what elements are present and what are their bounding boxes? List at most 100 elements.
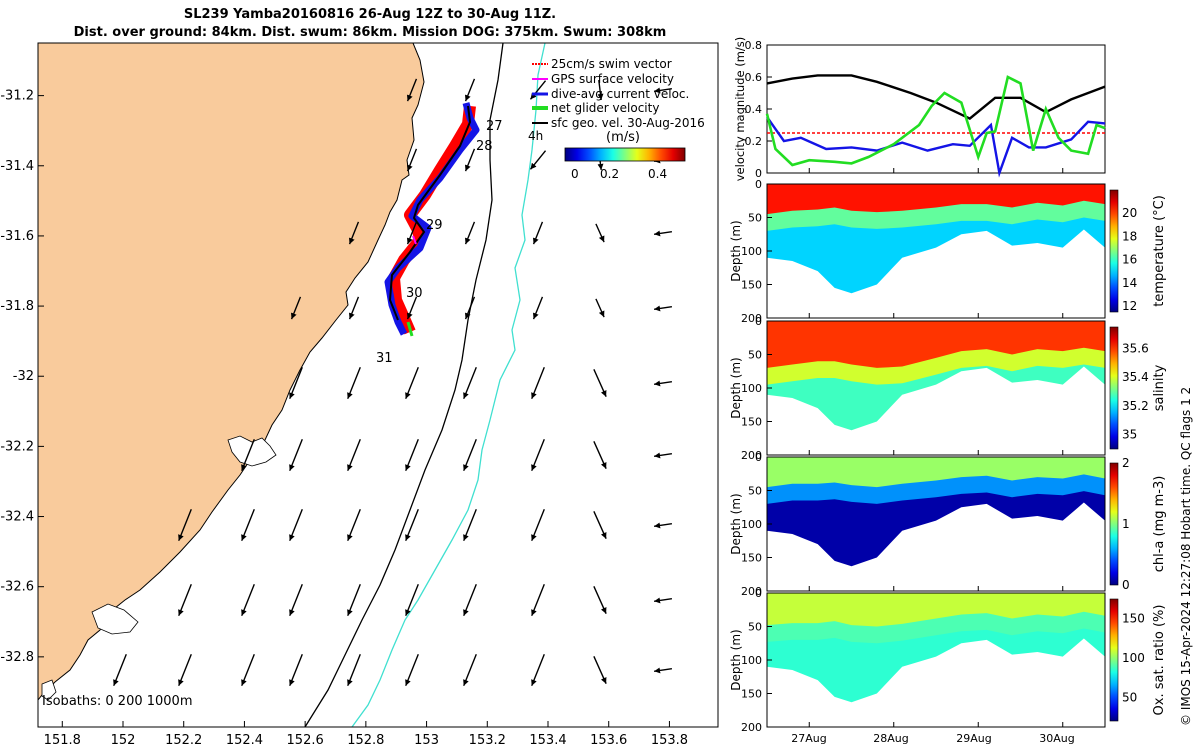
geo-velocity-arrow (593, 656, 607, 684)
geo-velocity-arrow (405, 583, 419, 617)
colorbar-unit-label: (m/s) (606, 130, 640, 145)
map-y-tick: -31.2 (0, 89, 34, 104)
depth-ylabel: Depth (m) (729, 357, 743, 418)
geo-velocity-arrow (463, 508, 477, 542)
geo-velocity-arrow (406, 221, 418, 245)
velocity-panel: 0 0.2 0.4 0.6 0.8 velocity magnitude (m/s) (733, 37, 1106, 181)
depth-tick: 0 (755, 315, 762, 328)
geo-velocity-arrow (289, 583, 303, 617)
geo-velocity-arrow (653, 230, 673, 237)
x-tick-28aug: 28Aug (873, 732, 908, 745)
arrow-duration-note: 4h (528, 129, 543, 143)
chart-subtitle: Dist. over ground: 84km. Dist. swum: 86k… (73, 25, 667, 40)
geo-velocity-arrow (531, 508, 545, 542)
geo-velocity-arrow (348, 221, 360, 245)
geo-velocity-arrow (406, 296, 418, 320)
colorbar-tick-0-2: 0.2 (600, 167, 619, 181)
depth-tick: 150 (741, 688, 762, 701)
depth-tick: 50 (748, 349, 762, 362)
section-oxygen-saturation: 0 50 100 150 200 Depth (m) 50 100 150 Ox. sat. ra… (729, 587, 1167, 734)
map-x-tick: 152.4 (226, 733, 263, 748)
geo-velocity-arrow (241, 583, 255, 617)
geo-velocity-arrow (405, 653, 419, 687)
colorbar-tick: 35.6 (1122, 342, 1149, 356)
colorbar-tick: 1 (1122, 517, 1130, 531)
geo-velocity-arrow (347, 583, 361, 617)
depth-tick: 200 (741, 585, 762, 598)
geo-velocity-arrow (113, 653, 127, 687)
x-tick-30aug: 30Aug (1039, 732, 1074, 745)
legend-net-glider: net glider velocity (551, 101, 659, 115)
velocity-y-tick: 0.6 (745, 71, 763, 84)
depth-tick: 100 (741, 382, 762, 395)
colorbar-tick: 35.2 (1122, 399, 1149, 413)
isobath-1000m (351, 42, 546, 728)
colorbar-tick: 50 (1122, 690, 1137, 704)
day-label-27: 27 (486, 119, 503, 134)
geo-velocity-arrow (178, 583, 192, 617)
geo-velocity-arrow (178, 653, 192, 687)
geo-velocity-arrow (593, 441, 607, 469)
geo-velocity-arrow (464, 296, 476, 320)
geo-velocity-arrow (463, 438, 477, 472)
map-y-tick: -32.4 (0, 510, 34, 525)
map-y-tick: -32.2 (0, 439, 34, 454)
map-panel: 27 28 29 30 31 25cm/s swim vector GPS su… (0, 42, 719, 748)
isobath-note: Isobaths: 0 200 1000m (42, 694, 193, 709)
velocity-y-tick: 0 (755, 167, 762, 180)
depth-tick: 200 (741, 721, 762, 734)
geo-velocity-arrow (405, 508, 419, 542)
depth-ylabel: Depth (m) (729, 629, 743, 690)
geo-velocity-arrow (178, 508, 192, 542)
map-x-tick: 153.6 (590, 733, 627, 748)
geo-velocity-arrow (531, 438, 545, 472)
map-x-tick: 152.6 (287, 733, 324, 748)
geo-velocity-arrow (593, 586, 607, 614)
geo-velocity-arrow (347, 653, 361, 687)
colorbar-tick: 100 (1122, 651, 1145, 665)
depth-tick: 200 (741, 312, 762, 325)
geo-velocity-arrow (463, 653, 477, 687)
section-surface-layer (767, 593, 1105, 627)
section-colorbar (1109, 462, 1119, 586)
geo-velocity-arrow (593, 511, 607, 539)
colorbar-label: chl-a (mg m-3) (1152, 476, 1167, 573)
map-x-tick: 153.4 (529, 733, 566, 748)
colorbar-tick: 18 (1122, 229, 1137, 243)
geo-velocity-arrow (531, 583, 545, 617)
map-x-tick: 152 (111, 733, 136, 748)
day-label-31: 31 (376, 351, 393, 366)
isobath-200m (304, 42, 504, 728)
geo-velocity-arrow (531, 366, 545, 400)
map-x-tick: 152.2 (165, 733, 202, 748)
geo-velocity-arrow (289, 366, 303, 400)
geo-velocity-arrow (289, 438, 303, 472)
geo-velocity-arrow (653, 87, 673, 94)
geo-velocity-arrow (529, 150, 547, 170)
geo-velocity-arrow (653, 667, 673, 674)
depth-tick: 0 (755, 178, 762, 191)
colorbar-label: Ox. sat. ratio (%) (1152, 605, 1167, 716)
section-colorbar (1109, 598, 1119, 722)
depth-tick: 150 (741, 552, 762, 565)
depth-ylabel: Depth (m) (729, 493, 743, 554)
geo-velocity-arrow (653, 597, 673, 604)
geo-velocity-arrow (406, 148, 418, 172)
colorbar-tick: 35.4 (1122, 370, 1149, 384)
depth-tick: 50 (748, 485, 762, 498)
colorbar-tick-0: 0 (571, 167, 579, 181)
geo-velocity-arrow (289, 508, 303, 542)
map-x-tick: 153 (414, 733, 439, 748)
day-label-28: 28 (476, 139, 493, 154)
section-chl-a: 0 50 100 150 200 Depth (m) 0 1 2 chl-a (mg m-3) (729, 451, 1167, 598)
geo-velocity-arrow (241, 653, 255, 687)
geo-velocity-arrow (529, 80, 547, 100)
depth-tick: 100 (741, 245, 762, 258)
depth-tick: 100 (741, 518, 762, 531)
credit-note: © IMOS 15-Apr-2024 12:27:08 Hobart time.… (1179, 386, 1193, 726)
velocity-series-line (766, 116, 1106, 178)
colorbar-tick: 150 (1122, 612, 1145, 626)
day-label-29: 29 (426, 218, 443, 233)
map-y-tick: -31.8 (0, 299, 34, 314)
x-tick-29aug: 29Aug (956, 732, 991, 745)
